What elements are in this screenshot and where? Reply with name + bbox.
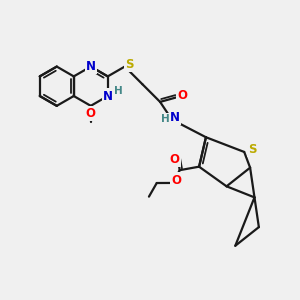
Text: O: O [178, 88, 188, 101]
Text: H: H [160, 114, 169, 124]
Text: N: N [86, 60, 96, 73]
Text: N: N [103, 89, 113, 103]
Text: O: O [169, 153, 179, 166]
Text: O: O [86, 107, 96, 120]
Text: N: N [170, 111, 180, 124]
Text: S: S [125, 58, 134, 71]
Text: H: H [114, 86, 123, 96]
Text: O: O [171, 173, 182, 187]
Text: S: S [248, 142, 256, 155]
